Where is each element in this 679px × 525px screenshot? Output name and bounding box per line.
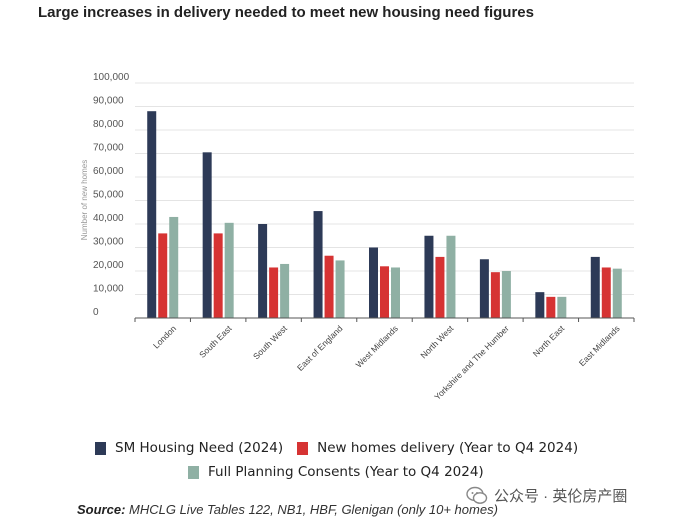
y-tick-label: 70,000 [93, 143, 124, 154]
y-tick-label: 0 [93, 307, 99, 318]
bar-chart: 0 10,000 20,000 30,000 40,000 50,000 60,000 70,… [80, 72, 635, 402]
source-text: MHCLG Live Tables 122, NB1, HBF, Gleniga… [125, 502, 498, 517]
legend-item-delivery: New homes delivery (Year to Q4 2024) [297, 440, 578, 456]
bar [258, 224, 268, 318]
y-tick-label: 50,000 [93, 190, 124, 201]
bar [147, 111, 157, 318]
x-tick-label: South West [251, 323, 289, 361]
watermark: 公众号 · 英伦房产圈 [466, 485, 627, 506]
legend-swatch-housing-need [95, 441, 106, 455]
y-tick-label: 20,000 [93, 260, 124, 271]
bar [313, 211, 323, 318]
x-tick-labels: London South East South West East of Englan… [151, 323, 622, 402]
bar [546, 296, 556, 318]
bar [601, 267, 611, 318]
bar [391, 267, 400, 318]
bar [213, 233, 223, 318]
bar [158, 233, 168, 318]
bar [324, 255, 334, 318]
bar [424, 235, 434, 318]
watermark-text: 公众号 · 英伦房产圈 [494, 488, 628, 505]
x-tick-label: London [151, 323, 178, 350]
bar [590, 256, 600, 318]
bar [280, 263, 290, 318]
bar [479, 259, 489, 318]
y-tick-label: 80,000 [93, 119, 124, 130]
legend-label-consents: Full Planning Consents (Year to Q4 2024) [208, 464, 484, 480]
x-tick-label: North East [531, 323, 567, 359]
x-tick-label: West Midlands [354, 323, 400, 369]
bar [446, 235, 456, 318]
y-tick-label: 100,000 [93, 72, 130, 83]
legend-label-delivery: New homes delivery (Year to Q4 2024) [317, 440, 579, 456]
bar [435, 256, 445, 318]
y-tick-label: 60,000 [93, 166, 124, 177]
source-note: Source: MHCLG Live Tables 122, NB1, HBF,… [77, 502, 498, 517]
bar [169, 216, 179, 318]
wechat-icon [466, 486, 488, 504]
bar [557, 296, 567, 318]
y-tick-labels: 0 10,000 20,000 30,000 40,000 50,000 60,000 70,… [93, 72, 130, 318]
bar [335, 260, 345, 318]
x-tick-label: South East [197, 323, 234, 360]
bar [269, 267, 279, 318]
bar [535, 292, 545, 318]
chart-title: Large increases in delivery needed to me… [38, 4, 534, 21]
bar [380, 266, 389, 318]
legend-swatch-delivery [297, 441, 309, 455]
bar [490, 272, 500, 318]
bar [501, 271, 511, 318]
source-label: Source: [77, 502, 126, 517]
bar [612, 268, 622, 318]
y-axis-label: Number of new homes [80, 160, 89, 240]
bar [224, 222, 234, 318]
x-axis [134, 317, 635, 322]
bar [202, 152, 212, 318]
x-tick-label: North West [418, 323, 455, 360]
legend-swatch-consents [188, 465, 199, 479]
y-tick-label: 90,000 [93, 96, 124, 107]
bar [369, 247, 378, 318]
y-tick-label: 10,000 [93, 284, 124, 295]
y-tick-label: 40,000 [93, 213, 124, 224]
bar-series [147, 111, 622, 318]
legend-item-consents: Full Planning Consents (Year to Q4 2024) [188, 464, 484, 480]
legend-label-housing-need: SM Housing Need (2024) [115, 440, 284, 456]
x-tick-label: East of England [295, 323, 345, 373]
x-tick-label: East Midlands [577, 323, 622, 368]
y-tick-label: 30,000 [93, 237, 124, 248]
legend-row-2: Full Planning Consents (Year to Q4 2024) [188, 464, 498, 480]
legend-row-1: SM Housing Need (2024) New homes deliver… [95, 440, 592, 456]
legend-item-housing-need: SM Housing Need (2024) [95, 440, 283, 456]
